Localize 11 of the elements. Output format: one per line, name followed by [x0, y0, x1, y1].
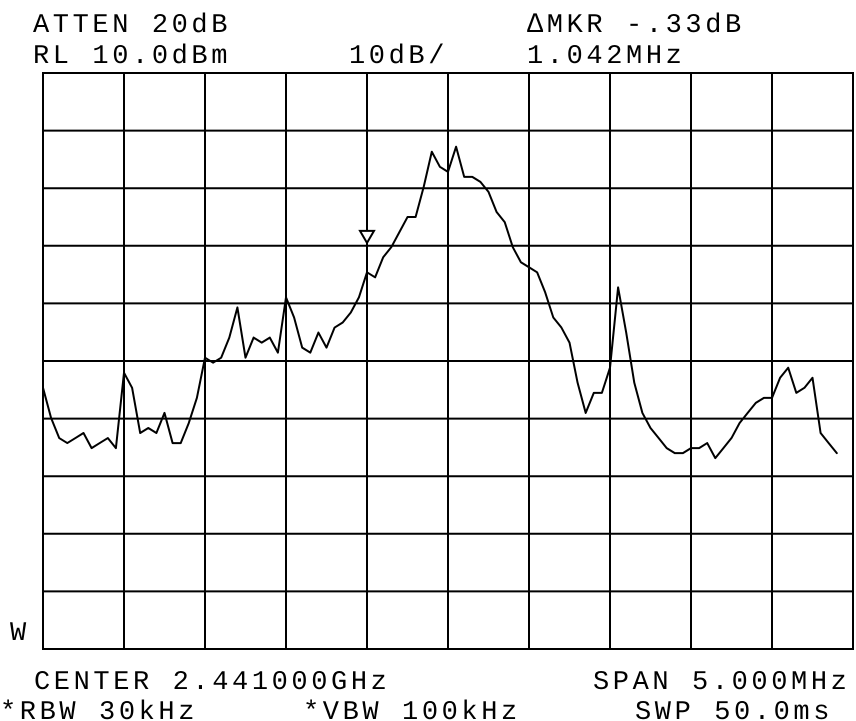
- text: *RBW 30kHz: [0, 698, 198, 721]
- text: ∆MKR -.33dB: [527, 11, 745, 41]
- text: ATTEN 20dB: [33, 11, 232, 41]
- text: 10dB/: [349, 42, 448, 72]
- text: *VBW 100kHz: [303, 698, 521, 721]
- text: SPAN 5.000MHz: [593, 668, 850, 698]
- text: W: [10, 619, 30, 649]
- text: 1.042MHz: [527, 42, 686, 72]
- text: RL 10.0dBm: [33, 42, 232, 72]
- text: SWP 50.0ms: [635, 698, 834, 721]
- text: CENTER 2.441000GHz: [34, 668, 390, 698]
